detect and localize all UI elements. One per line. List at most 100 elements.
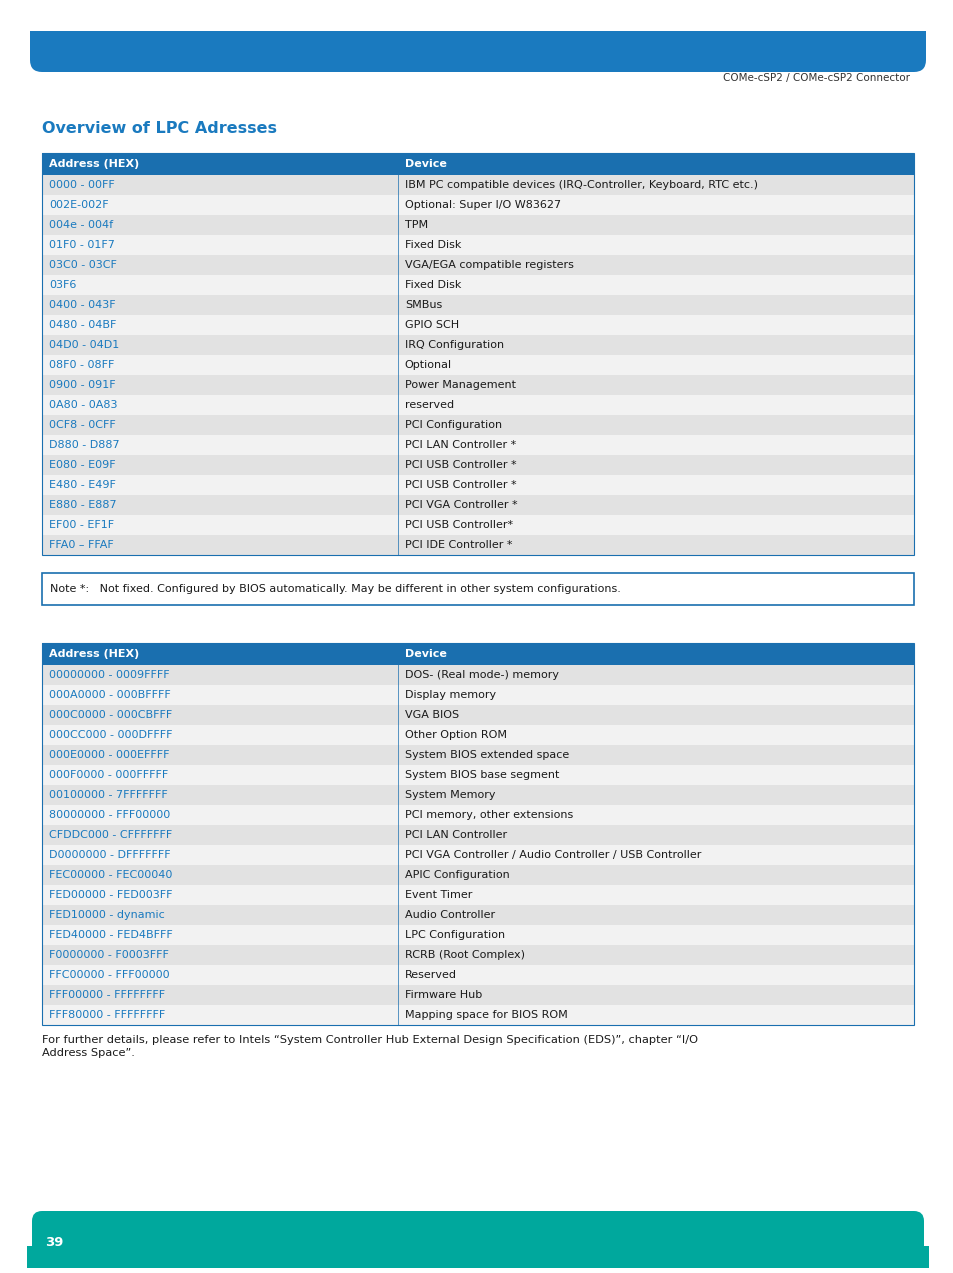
Text: PCI VGA Controller *: PCI VGA Controller * <box>404 500 517 510</box>
Bar <box>42 905 913 925</box>
Text: 000F0000 - 000FFFFF: 000F0000 - 000FFFFF <box>49 770 168 780</box>
FancyBboxPatch shape <box>30 0 925 73</box>
Bar <box>42 643 913 1025</box>
Text: 0400 - 043F: 0400 - 043F <box>49 300 115 311</box>
Text: COMe-cSP2 / COMe-cSP2 Connector: COMe-cSP2 / COMe-cSP2 Connector <box>722 73 909 83</box>
Text: DOS- (Real mode-) memory: DOS- (Real mode-) memory <box>404 670 558 680</box>
Text: Event Timer: Event Timer <box>404 890 472 900</box>
Text: FED10000 - dynamic: FED10000 - dynamic <box>49 910 165 920</box>
Bar <box>42 745 913 765</box>
Text: 0A80 - 0A83: 0A80 - 0A83 <box>49 400 117 410</box>
Bar <box>42 643 913 665</box>
Text: 004e - 004f: 004e - 004f <box>49 220 113 230</box>
Bar <box>42 255 913 275</box>
Text: Note *:   Not fixed. Configured by BIOS automatically. May be different in other: Note *: Not fixed. Configured by BIOS au… <box>50 584 620 594</box>
Bar <box>42 275 913 295</box>
Text: LPC Configuration: LPC Configuration <box>404 931 504 939</box>
Text: CFDDC000 - CFFFFFFF: CFDDC000 - CFFFFFFF <box>49 830 172 840</box>
Text: 002E-002F: 002E-002F <box>49 200 109 210</box>
Text: E880 - E887: E880 - E887 <box>49 500 116 510</box>
Bar <box>42 174 913 195</box>
Bar <box>22 0 933 31</box>
Text: FFF80000 - FFFFFFFF: FFF80000 - FFFFFFFF <box>49 1009 165 1020</box>
Text: IBM PC compatible devices (IRQ-Controller, Keyboard, RTC etc.): IBM PC compatible devices (IRQ-Controlle… <box>404 179 757 190</box>
Bar <box>42 415 913 435</box>
Text: reserved: reserved <box>404 400 454 410</box>
Text: PCI Configuration: PCI Configuration <box>404 420 501 430</box>
Bar <box>42 864 913 885</box>
FancyBboxPatch shape <box>32 1211 923 1273</box>
Text: 0900 - 091F: 0900 - 091F <box>49 381 115 390</box>
Text: PCI IDE Controller *: PCI IDE Controller * <box>404 540 512 550</box>
Text: 08F0 - 08FF: 08F0 - 08FF <box>49 360 114 370</box>
Bar <box>42 685 913 705</box>
Text: FED40000 - FED4BFFF: FED40000 - FED4BFFF <box>49 931 172 939</box>
Bar <box>42 314 913 335</box>
Bar <box>42 236 913 255</box>
Text: System BIOS base segment: System BIOS base segment <box>404 770 558 780</box>
Text: GPIO SCH: GPIO SCH <box>404 320 458 330</box>
Text: TPM: TPM <box>404 220 428 230</box>
Text: Device: Device <box>404 159 446 169</box>
Bar <box>42 295 913 314</box>
Bar <box>42 355 913 376</box>
Bar <box>42 985 913 1004</box>
Text: IRQ Configuration: IRQ Configuration <box>404 340 503 350</box>
Text: D0000000 - DFFFFFFF: D0000000 - DFFFFFFF <box>49 850 171 861</box>
Bar <box>42 885 913 905</box>
Bar <box>42 153 913 174</box>
Text: E080 - E09F: E080 - E09F <box>49 460 115 470</box>
Text: 04D0 - 04D1: 04D0 - 04D1 <box>49 340 119 350</box>
Text: 01F0 - 01F7: 01F0 - 01F7 <box>49 241 114 250</box>
Text: E480 - E49F: E480 - E49F <box>49 480 115 490</box>
Bar <box>42 573 913 605</box>
Bar <box>42 925 913 945</box>
Text: 000A0000 - 000BFFFF: 000A0000 - 000BFFFF <box>49 690 171 700</box>
Text: PCI LAN Controller *: PCI LAN Controller * <box>404 440 516 449</box>
Text: APIC Configuration: APIC Configuration <box>404 869 509 880</box>
Text: F0000000 - F0003FFF: F0000000 - F0003FFF <box>49 950 169 960</box>
Text: Audio Controller: Audio Controller <box>404 910 495 920</box>
Bar <box>42 195 913 215</box>
Text: FEC00000 - FEC00040: FEC00000 - FEC00040 <box>49 869 172 880</box>
Bar <box>42 965 913 985</box>
Text: Fixed Disk: Fixed Disk <box>404 241 460 250</box>
Bar <box>42 475 913 495</box>
Text: Other Option ROM: Other Option ROM <box>404 729 506 740</box>
Bar <box>42 845 913 864</box>
Bar <box>42 1004 913 1025</box>
Bar <box>42 825 913 845</box>
Text: PCI LAN Controller: PCI LAN Controller <box>404 830 506 840</box>
Text: For further details, please refer to Intels “System Controller Hub External Desi: For further details, please refer to Int… <box>42 1035 698 1045</box>
Bar <box>27 1246 928 1270</box>
Text: 00100000 - 7FFFFFFF: 00100000 - 7FFFFFFF <box>49 791 168 799</box>
Text: PCI USB Controller *: PCI USB Controller * <box>404 460 516 470</box>
Bar <box>42 805 913 825</box>
Text: FED00000 - FED003FF: FED00000 - FED003FF <box>49 890 172 900</box>
Text: Firmware Hub: Firmware Hub <box>404 990 481 1001</box>
Bar <box>42 454 913 475</box>
Bar <box>42 945 913 965</box>
Text: 00000000 - 0009FFFF: 00000000 - 0009FFFF <box>49 670 170 680</box>
Text: Optional: Super I/O W83627: Optional: Super I/O W83627 <box>404 200 560 210</box>
Text: 80000000 - FFF00000: 80000000 - FFF00000 <box>49 810 170 820</box>
Bar <box>42 435 913 454</box>
Text: PCI memory, other extensions: PCI memory, other extensions <box>404 810 573 820</box>
Text: EF00 - EF1F: EF00 - EF1F <box>49 519 114 530</box>
Text: VGA/EGA compatible registers: VGA/EGA compatible registers <box>404 260 573 270</box>
Bar <box>42 153 913 555</box>
Text: Optional: Optional <box>404 360 452 370</box>
Text: 000C0000 - 000CBFFF: 000C0000 - 000CBFFF <box>49 710 172 721</box>
Bar <box>42 215 913 236</box>
Text: PCI VGA Controller / Audio Controller / USB Controller: PCI VGA Controller / Audio Controller / … <box>404 850 700 861</box>
Bar <box>42 335 913 355</box>
Text: Device: Device <box>404 649 446 659</box>
Text: RCRB (Root Complex): RCRB (Root Complex) <box>404 950 524 960</box>
Bar <box>42 665 913 685</box>
Bar <box>42 535 913 555</box>
Text: 000CC000 - 000DFFFF: 000CC000 - 000DFFFF <box>49 729 172 740</box>
Bar <box>42 516 913 535</box>
Text: Overview of LPC Adresses: Overview of LPC Adresses <box>42 121 276 136</box>
Text: Address (HEX): Address (HEX) <box>49 649 139 659</box>
Text: Address (HEX): Address (HEX) <box>49 159 139 169</box>
